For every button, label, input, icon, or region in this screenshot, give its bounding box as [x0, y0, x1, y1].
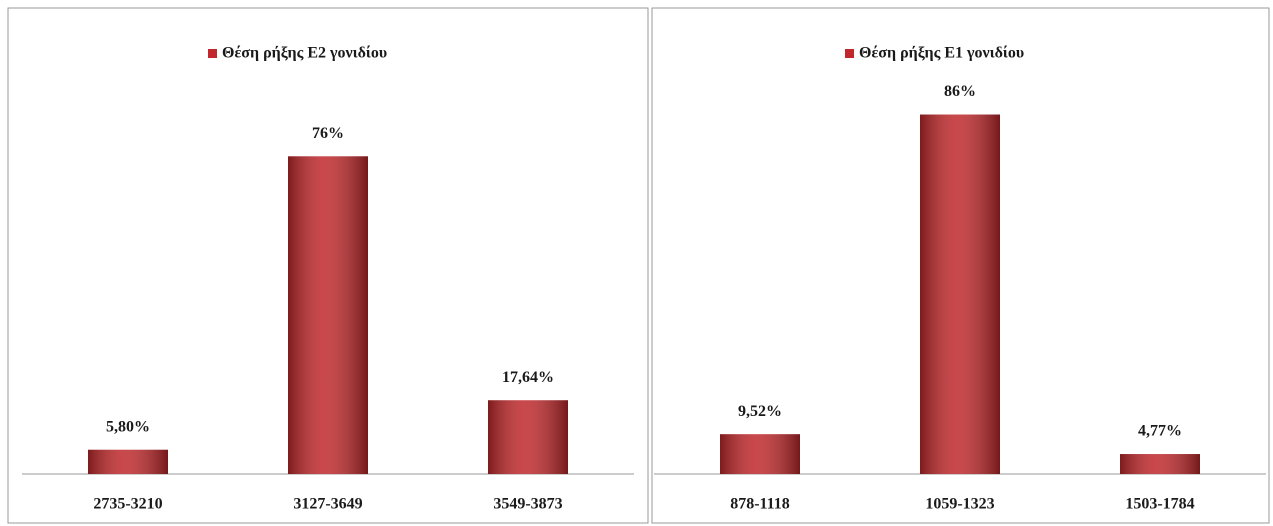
bar-shade [1120, 454, 1200, 474]
x-tick-label: 2735-3210 [93, 496, 162, 513]
legend-swatch [208, 49, 217, 58]
data-label: 5,80% [106, 418, 150, 435]
bar-shade [920, 114, 1000, 475]
data-label: 4,77% [1138, 423, 1182, 440]
legend-swatch [845, 49, 854, 58]
x-tick-label: 3127-3649 [293, 496, 362, 513]
bar-shade [288, 156, 368, 474]
legend-label: Θέση ρήξης E2 γονιδίου [222, 45, 387, 62]
data-label: 9,52% [738, 403, 782, 420]
bar-shade [488, 400, 568, 474]
x-tick-label: 3549-3873 [493, 496, 562, 513]
x-tick-label: 1059-1323 [925, 496, 994, 513]
data-label: 76% [312, 125, 344, 142]
bar-shade [720, 434, 800, 474]
x-tick-label: 878-1118 [730, 496, 790, 513]
legend-label: Θέση ρήξης E1 γονιδίου [859, 45, 1024, 62]
x-tick-label: 1503-1784 [1125, 496, 1194, 513]
data-label: 17,64% [502, 369, 554, 386]
bar-shade [88, 449, 168, 474]
data-label: 86% [944, 83, 976, 100]
